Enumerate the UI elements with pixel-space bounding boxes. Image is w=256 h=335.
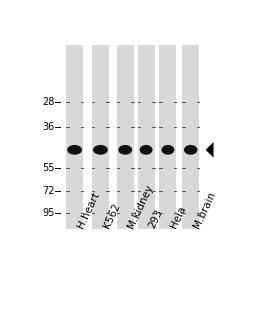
- Text: M.brain: M.brain: [192, 190, 217, 230]
- Bar: [117, 45, 134, 228]
- Ellipse shape: [140, 145, 153, 155]
- Text: 36: 36: [42, 122, 55, 132]
- Ellipse shape: [118, 145, 132, 155]
- Bar: [182, 45, 199, 228]
- Bar: [159, 45, 176, 228]
- Text: H.heart: H.heart: [76, 190, 101, 230]
- Text: 28: 28: [42, 97, 55, 107]
- Bar: [92, 45, 109, 228]
- Ellipse shape: [184, 145, 197, 155]
- Bar: [138, 45, 155, 228]
- Text: K562: K562: [101, 201, 122, 230]
- Text: 72: 72: [42, 186, 55, 196]
- Text: 95: 95: [42, 208, 55, 218]
- Text: 293: 293: [147, 208, 165, 230]
- Ellipse shape: [162, 145, 174, 155]
- Bar: [66, 45, 83, 228]
- Polygon shape: [206, 142, 214, 157]
- Bar: [60, 45, 205, 228]
- Text: Hela: Hela: [169, 204, 188, 230]
- Ellipse shape: [67, 145, 82, 155]
- Text: 55: 55: [42, 163, 55, 173]
- Text: M.kidney: M.kidney: [126, 183, 155, 230]
- Ellipse shape: [93, 145, 108, 155]
